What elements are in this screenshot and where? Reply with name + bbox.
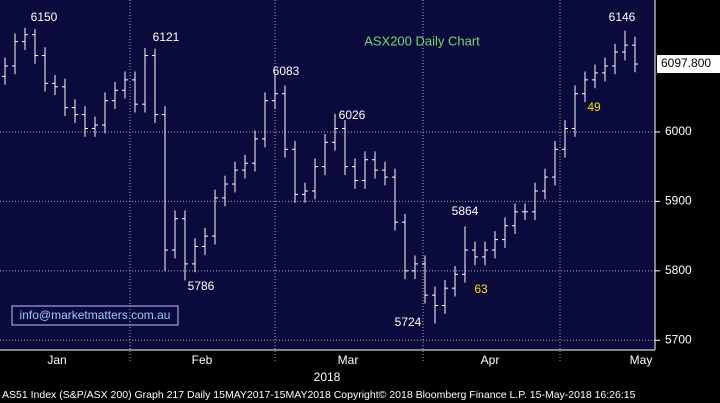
footer: AS51 Index (S&P/ASX 200) Graph 217 Daily… xyxy=(2,389,636,401)
last-price-label: 6097.800 xyxy=(661,56,711,70)
watermark-box xyxy=(11,305,179,326)
x-tick-label: Jan xyxy=(47,353,66,367)
x-axis-label: 2018 xyxy=(314,370,341,384)
y-tick-label: 5900 xyxy=(665,194,692,208)
x-tick-label: Feb xyxy=(192,353,213,367)
chart-title: ASX200 Daily Chart xyxy=(364,33,480,48)
annotation: 6121 xyxy=(153,30,180,44)
annotation: 6146 xyxy=(609,10,636,24)
x-tick-label: Mar xyxy=(338,353,359,367)
annotation: 5724 xyxy=(395,315,422,329)
x-tick-label: May xyxy=(630,353,653,367)
y-tick-label: 5800 xyxy=(665,263,692,277)
annotation: 49 xyxy=(587,100,601,114)
watermark: info@marketmatters.com.au xyxy=(20,308,171,322)
x-tick-label: Apr xyxy=(481,353,500,367)
y-tick-label: 6000 xyxy=(665,124,692,138)
annotation: 5864 xyxy=(452,204,479,218)
annotation: 6150 xyxy=(31,10,58,24)
last-price-box xyxy=(657,55,720,74)
y-tick-label: 5700 xyxy=(665,332,692,346)
annotation: 6083 xyxy=(273,64,300,78)
plot-area xyxy=(0,0,655,350)
annotation: 63 xyxy=(474,282,488,296)
annotation: 5786 xyxy=(188,279,215,293)
annotation: 6026 xyxy=(339,108,366,122)
